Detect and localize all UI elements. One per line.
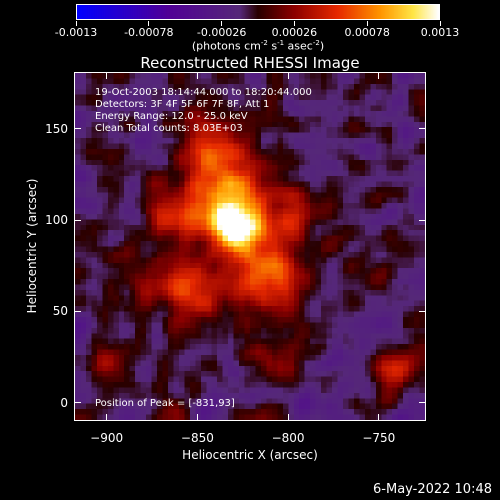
- date-stamp: 6-May-2022 10:48: [373, 482, 492, 497]
- units-part: asec: [284, 39, 313, 53]
- colorbar-gradient: [77, 5, 439, 19]
- colorbar-tick: [293, 21, 295, 26]
- colorbar-tick-label: -0.0013: [54, 26, 98, 39]
- colorbar-tick-label: 0.0013: [420, 26, 460, 39]
- heatmap-image: [75, 73, 425, 420]
- y-tick-mark: [74, 402, 81, 404]
- y-tick-mark: [74, 219, 81, 221]
- y-axis-title: Heliocentric Y (arcsec): [25, 178, 39, 314]
- x-tick-mark: [287, 72, 289, 79]
- y-tick-mark: [74, 310, 81, 312]
- info-time-range: 19-Oct-2003 18:14:44.000 to 18:20:44.000: [95, 87, 312, 98]
- peak-position-label: Position of Peak = [-831,93]: [95, 398, 235, 409]
- x-tick-mark: [287, 414, 289, 421]
- x-tick-mark: [106, 72, 108, 79]
- colorbar-tick-label: 0.00078: [344, 26, 390, 39]
- x-tick-label: −800: [271, 431, 305, 445]
- y-tick-mark: [419, 310, 426, 312]
- y-tick-label: 100: [45, 213, 68, 227]
- info-detectors: Detectors: 3F 4F 5F 6F 7F 8F, Att 1: [95, 99, 270, 110]
- colorbar-tick: [439, 21, 441, 26]
- colorbar: [76, 4, 440, 20]
- units-exp: -2: [260, 39, 268, 47]
- colorbar-tick-label: -0.00078: [124, 26, 174, 39]
- x-tick-label: −900: [90, 431, 124, 445]
- y-tick-label: 150: [45, 121, 68, 136]
- colorbar-tick-label: -0.00026: [196, 26, 247, 39]
- y-tick-label: 50: [52, 304, 68, 319]
- y-tick-mark: [74, 128, 81, 130]
- colorbar-tick: [366, 21, 368, 26]
- y-tick-mark: [419, 219, 426, 221]
- y-tick-mark: [419, 402, 426, 404]
- x-tick-mark: [378, 72, 380, 79]
- x-tick-mark: [106, 414, 108, 421]
- x-tick-label: −750: [362, 431, 396, 445]
- chart-title: Reconstructed RHESSI Image: [140, 54, 360, 72]
- units-part: s: [267, 39, 278, 53]
- info-clean-counts: Clean Total counts: 8.03E+03: [95, 123, 243, 134]
- x-tick-mark: [378, 414, 380, 421]
- colorbar-tick: [75, 21, 77, 26]
- info-energy-range: Energy Range: 12.0 - 25.0 keV: [95, 111, 248, 122]
- units-exp: -1: [277, 39, 285, 47]
- y-tick-mark: [419, 128, 426, 130]
- colorbar-tick: [221, 21, 223, 26]
- plot-area: 19-Oct-2003 18:14:44.000 to 18:20:44.000…: [74, 72, 426, 421]
- x-tick-mark: [196, 414, 198, 421]
- x-tick-label: −850: [180, 431, 214, 445]
- x-tick-mark: [196, 72, 198, 79]
- x-axis-title: Heliocentric X (arcsec): [182, 448, 318, 462]
- colorbar-tick: [148, 21, 150, 26]
- y-tick-label: 0: [60, 395, 68, 410]
- units-exp: -2: [312, 39, 320, 47]
- colorbar-tick-label: 0.00026: [271, 26, 318, 39]
- units-part: (photons cm: [191, 39, 261, 53]
- colorbar-units: (photons cm-2 s-1 asec-2): [192, 39, 324, 53]
- units-part: ): [319, 39, 325, 53]
